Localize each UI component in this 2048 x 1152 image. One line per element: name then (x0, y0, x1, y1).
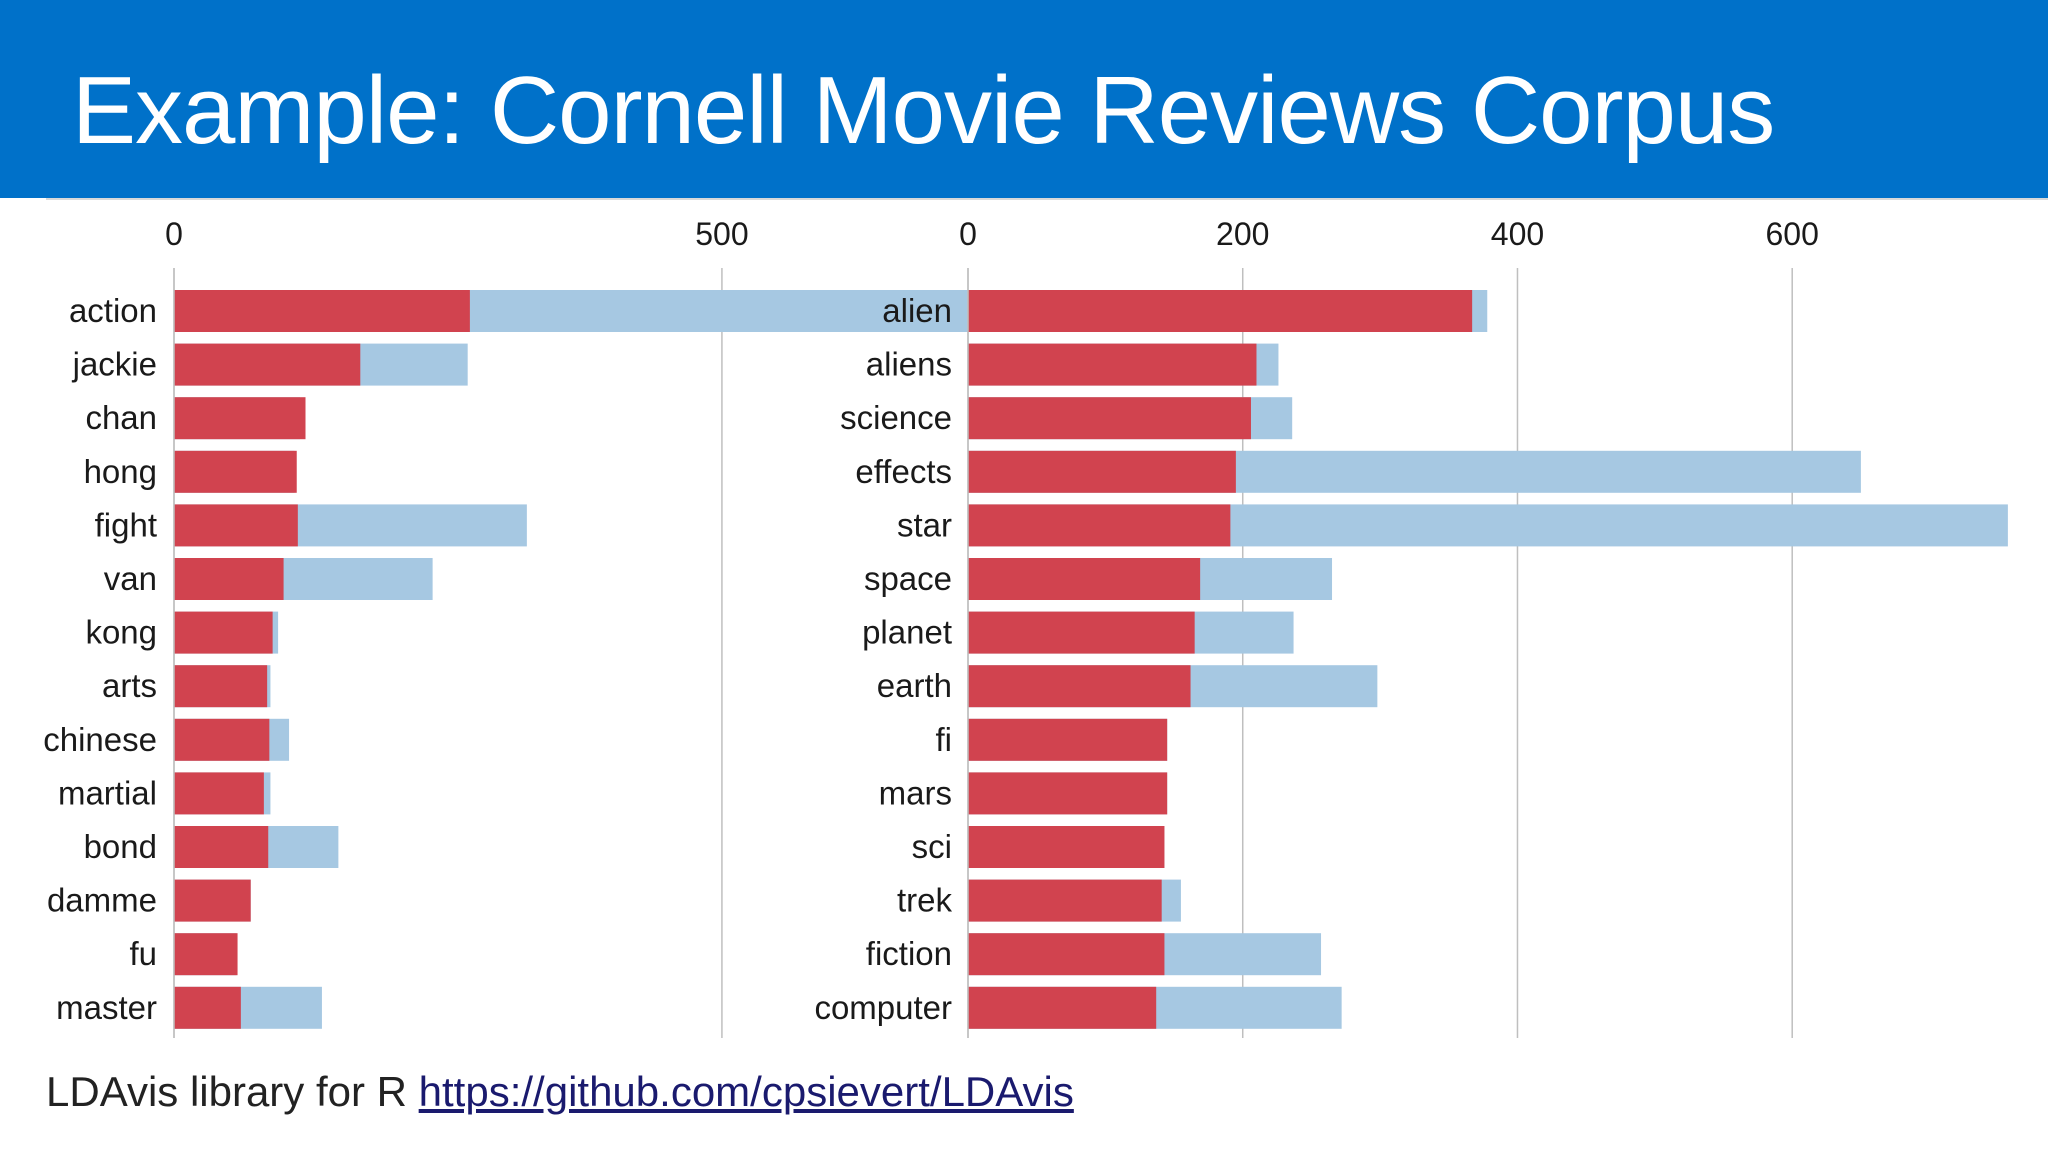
category-label: jackie (72, 346, 157, 383)
category-label: action (69, 292, 157, 329)
topic-bar-sci (968, 826, 1165, 868)
category-label: bond (84, 828, 157, 865)
topic-bar-earth (968, 665, 1191, 708)
category-label: star (897, 506, 952, 543)
x-tick-label: 0 (165, 216, 183, 252)
category-label: space (864, 560, 952, 597)
category-label: computer (814, 989, 952, 1026)
category-label: trek (897, 882, 953, 919)
topic-bar-arts (174, 665, 268, 708)
slide-title: Example: Cornell Movie Reviews Corpus (72, 56, 1775, 166)
topic-bar-jackie (174, 343, 361, 386)
footer-text: LDAvis library for R (46, 1068, 407, 1115)
category-label: master (56, 989, 157, 1026)
x-tick-label: 0 (959, 216, 977, 252)
category-label: mars (879, 774, 952, 811)
category-label: chan (85, 399, 157, 436)
ldavis-link[interactable]: https://github.com/cpsievert/LDAvis (418, 1068, 1074, 1115)
topic-bar-chinese (174, 718, 270, 761)
topic-bar-alien (968, 290, 1473, 332)
title-rest: Cornell Movie Reviews Corpus (489, 57, 1775, 164)
topic-bar-star (968, 504, 1231, 547)
category-label: damme (47, 882, 157, 919)
topic-bar-trek (968, 879, 1162, 922)
title-strong: Example: (72, 57, 465, 164)
topic-bar-fight (174, 504, 298, 547)
category-label: aliens (866, 346, 952, 383)
category-label: martial (58, 774, 157, 811)
category-label: fight (95, 506, 157, 543)
topic-bar-hong (174, 450, 297, 493)
slide-header (0, 0, 2048, 198)
x-tick-label: 500 (695, 216, 748, 252)
category-label: alien (882, 292, 952, 329)
topic-bar-planet (968, 611, 1195, 654)
topic-bar-mars (968, 772, 1168, 815)
category-label: chinese (43, 721, 157, 758)
topic-bar-computer (968, 986, 1157, 1029)
right-chart: 0 200 400 600 alien aliens science effects star s… (814, 216, 2008, 1038)
footer: LDAvis library for R https://github.com/… (46, 1068, 1074, 1116)
topic-bar-space (968, 558, 1201, 600)
topic-bar-bond (174, 826, 269, 868)
category-label: sci (912, 828, 952, 865)
topic-bar-kong (174, 611, 273, 654)
topic-bar-martial (174, 772, 264, 815)
topic-bar-aliens (968, 343, 1257, 386)
topic-bar-action (174, 290, 470, 332)
category-label: planet (862, 614, 952, 651)
x-tick-label: 600 (1766, 216, 1819, 252)
x-tick-label: 400 (1491, 216, 1544, 252)
topic-bar-effects (968, 450, 1236, 493)
category-label: kong (85, 614, 157, 651)
topic-bar-master (174, 986, 241, 1029)
topic-bar-fiction (968, 933, 1165, 976)
category-label: effects (855, 453, 952, 490)
topic-bar-science (968, 397, 1251, 440)
x-tick-label: 200 (1216, 216, 1269, 252)
topic-bar-damme (174, 879, 251, 922)
category-label: hong (84, 453, 157, 490)
category-label: fiction (866, 935, 952, 972)
topic-bar-fu (174, 933, 238, 976)
category-label: van (104, 560, 157, 597)
topic-bar-fi (968, 718, 1168, 761)
category-label: fu (129, 935, 157, 972)
category-label: earth (877, 667, 952, 704)
category-label: science (840, 399, 952, 436)
topic-bar-chan (174, 397, 306, 440)
left-chart: 0 500 action jackie chan hong fight van kong arts… (43, 216, 1095, 1038)
header-divider (46, 198, 2048, 200)
category-label: arts (102, 667, 157, 704)
category-label: fi (936, 721, 953, 758)
topic-bar-van (174, 558, 284, 600)
